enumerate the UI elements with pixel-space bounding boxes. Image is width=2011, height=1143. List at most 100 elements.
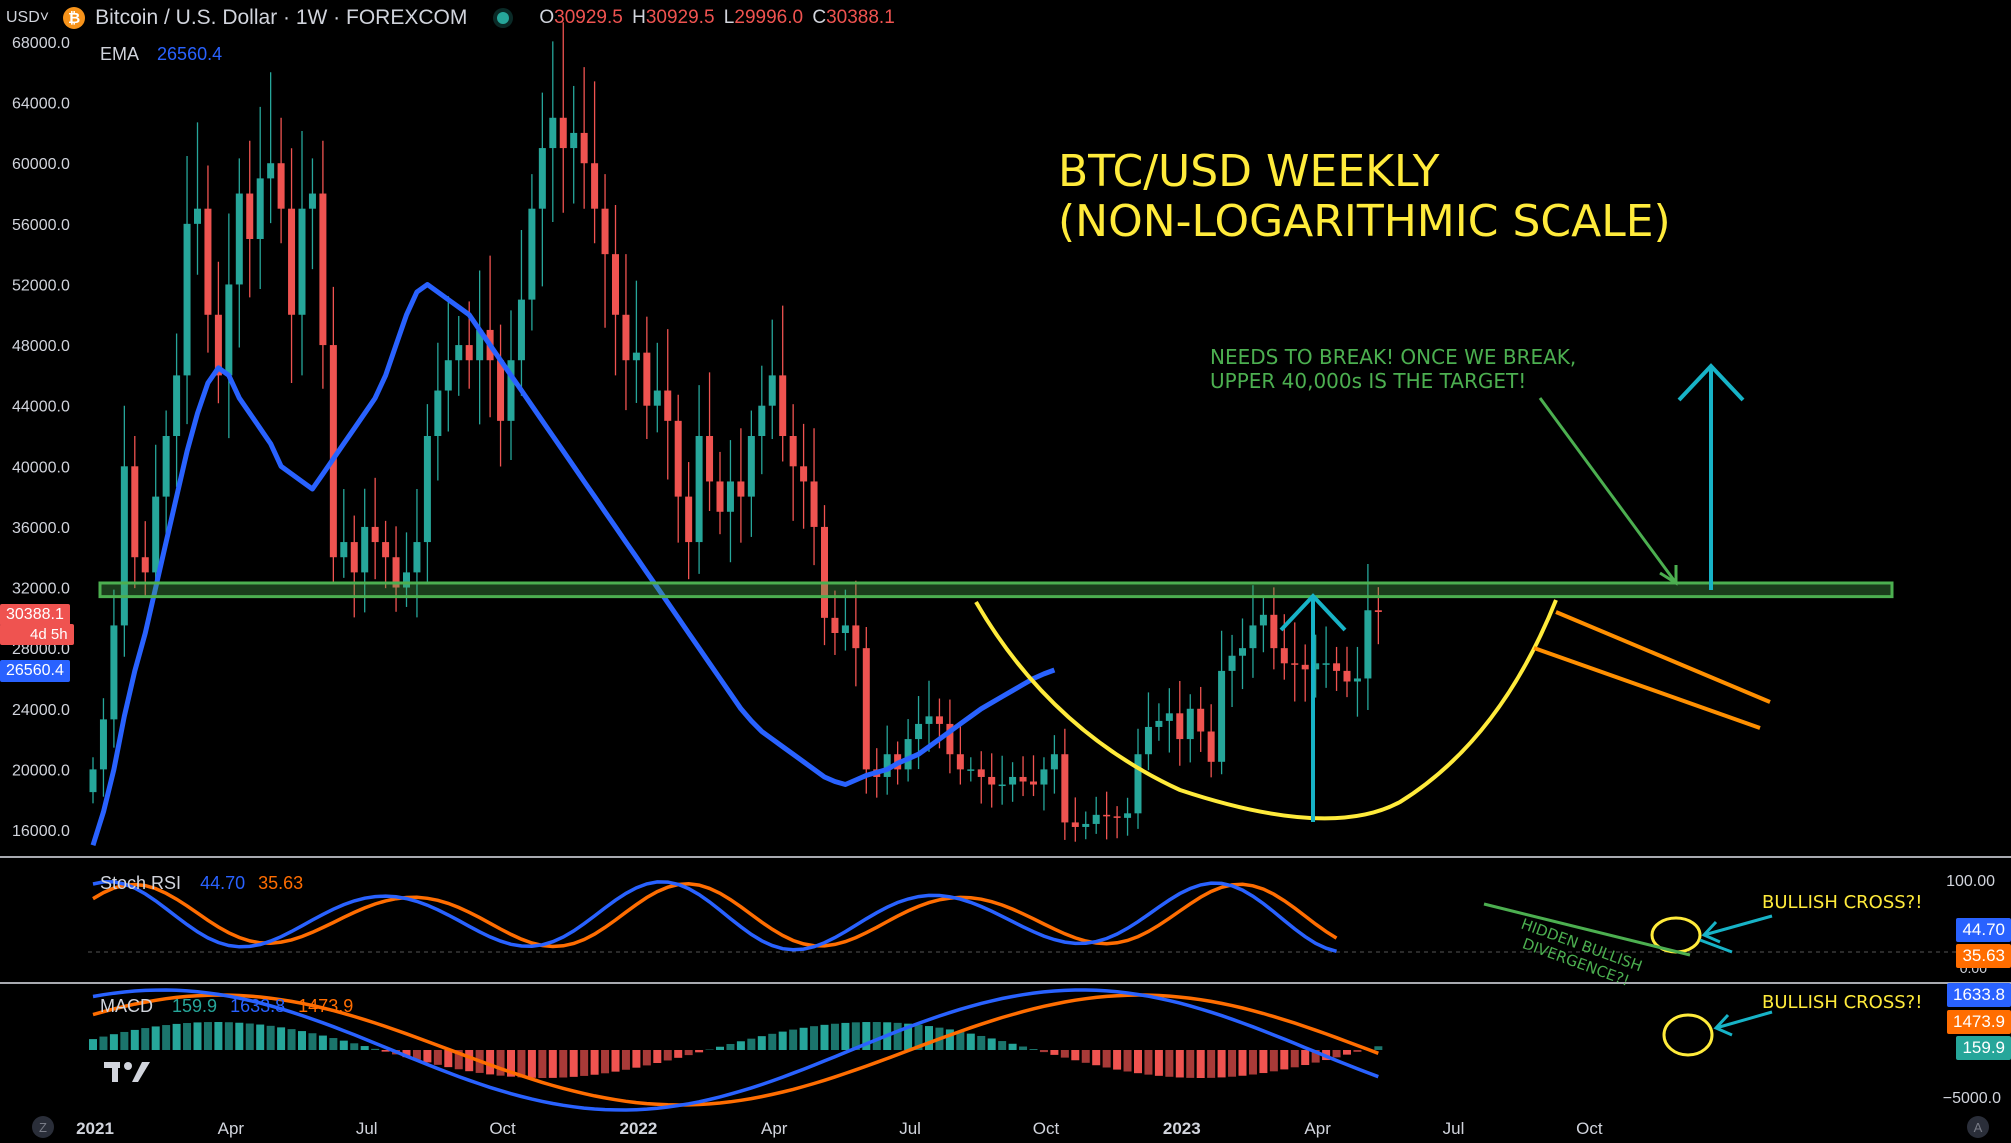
macd-histogram-bar bbox=[151, 1026, 160, 1050]
candle-body bbox=[883, 754, 891, 777]
candle-body bbox=[988, 776, 996, 785]
macd-histogram-bar bbox=[1238, 1050, 1247, 1076]
candle-body bbox=[434, 390, 442, 436]
bar-countdown: 4d 5h bbox=[0, 624, 74, 645]
macd-histogram-bar bbox=[1186, 1050, 1195, 1078]
price-tick-label: 52000.0 bbox=[12, 277, 70, 294]
candle-body bbox=[329, 345, 337, 558]
candle-body bbox=[277, 163, 285, 209]
time-axis[interactable]: 2021 Apr Jul Oct 2022 Apr Jul Oct 2023 Apr Jul Oct bbox=[76, 1119, 1603, 1138]
price-tick-label: 44000.0 bbox=[12, 399, 70, 416]
macd-histogram-bar bbox=[1301, 1050, 1310, 1066]
stoch-legend[interactable]: Stoch RSI 44.70 35.63 bbox=[100, 873, 303, 894]
macd-histogram-bar bbox=[214, 1022, 223, 1050]
macd-histogram-bar bbox=[1081, 1050, 1090, 1063]
candle-body bbox=[800, 466, 808, 482]
candle-body bbox=[674, 420, 682, 497]
macd-histogram-bar bbox=[904, 1023, 913, 1050]
price-tick-label: 56000.0 bbox=[12, 217, 70, 234]
auto-scale-icon[interactable]: A bbox=[1967, 1116, 1989, 1138]
tradingview-logo bbox=[104, 1062, 150, 1082]
ema-legend-label: EMA bbox=[100, 44, 139, 64]
candle-body bbox=[1082, 823, 1090, 827]
symbol-title[interactable]: Bitcoin / U.S. Dollar · 1W · FOREXCOM bbox=[95, 6, 468, 29]
macd-histogram-bar bbox=[810, 1026, 819, 1050]
ohlc-open-label: O bbox=[539, 7, 555, 28]
price-tick-label: 32000.0 bbox=[12, 581, 70, 598]
price-tick-label: 36000.0 bbox=[12, 520, 70, 537]
candle-body bbox=[622, 314, 630, 361]
candle-body bbox=[758, 405, 766, 436]
candle-body bbox=[141, 557, 149, 573]
candle-body bbox=[1218, 670, 1226, 762]
macd-histogram-bar bbox=[621, 1050, 630, 1070]
candle-body bbox=[403, 572, 410, 588]
macd-line-value: 1633.8 bbox=[230, 996, 286, 1016]
macd-legend[interactable]: MACD 159.9 1633.8 1473.9 bbox=[100, 996, 353, 1017]
candle-body bbox=[1165, 713, 1173, 721]
candle-body bbox=[559, 117, 567, 149]
candle-body bbox=[1353, 678, 1361, 682]
macd-cross-arrow-head bbox=[1713, 1013, 1733, 1037]
macd-histogram-bar bbox=[590, 1050, 599, 1075]
candle-body bbox=[1144, 726, 1152, 755]
macd-histogram-bar bbox=[998, 1041, 1007, 1050]
chart-title-line2: (NON-LOGARITHMIC SCALE) bbox=[1058, 196, 1671, 247]
macd-histogram-bar bbox=[1207, 1050, 1216, 1078]
candle-body bbox=[194, 208, 201, 224]
note-pointer-head bbox=[1659, 565, 1678, 586]
candle-body bbox=[831, 617, 839, 633]
macd-histogram-bar bbox=[736, 1041, 745, 1050]
macd-histogram-bar bbox=[109, 1034, 118, 1050]
candle-body bbox=[601, 208, 609, 255]
candle-body bbox=[706, 436, 714, 482]
ema-legend-value: 26560.4 bbox=[157, 44, 223, 64]
cup-curve bbox=[974, 599, 1558, 821]
macd-histogram-bar bbox=[527, 1050, 536, 1078]
candle-body bbox=[110, 625, 118, 720]
macd-histogram-bar bbox=[371, 1048, 380, 1050]
macd-histogram-bar bbox=[465, 1050, 474, 1072]
candle-body bbox=[497, 360, 505, 421]
ohlc-high-label: H bbox=[632, 7, 646, 28]
currency-selector[interactable]: USD˅ bbox=[6, 9, 49, 27]
time-tick-label: Oct bbox=[489, 1119, 516, 1138]
price-tick-label: 28000.0 bbox=[12, 641, 70, 658]
candle-body bbox=[768, 375, 776, 406]
macd-histogram-bar bbox=[768, 1033, 777, 1050]
candle-body bbox=[152, 496, 160, 573]
price-axis[interactable]: 16000.0 20000.0 24000.0 28000.0 32000.0 36000… bbox=[12, 35, 70, 840]
candle-body bbox=[288, 208, 296, 315]
macd-histogram-bar bbox=[203, 1022, 212, 1050]
bitcoin-icon: ₿ bbox=[63, 7, 86, 29]
ema-legend[interactable]: EMA 26560.4 bbox=[100, 44, 222, 65]
chart-title-line1: BTC/USD WEEKLY bbox=[1058, 146, 1440, 197]
candle-body bbox=[580, 132, 588, 164]
macd-histogram-bar bbox=[987, 1038, 996, 1050]
candle-body bbox=[538, 148, 546, 209]
macd-histogram-bar bbox=[862, 1022, 871, 1050]
macd-histogram-bar bbox=[1165, 1050, 1174, 1077]
ohlc-close-label: C bbox=[812, 7, 827, 28]
candle-body bbox=[841, 625, 849, 633]
candle-body bbox=[225, 284, 233, 376]
time-tick-label: Oct bbox=[1576, 1119, 1603, 1138]
macd-histogram-bar bbox=[130, 1029, 139, 1050]
macd-histogram-bar bbox=[1039, 1050, 1048, 1053]
macd-histogram-bar bbox=[872, 1022, 881, 1050]
price-tick-label: 24000.0 bbox=[12, 702, 70, 719]
candle-body bbox=[1092, 814, 1100, 824]
macd-histogram-bar bbox=[1050, 1050, 1059, 1055]
macd-histogram-bar bbox=[298, 1031, 306, 1050]
candle-body bbox=[256, 178, 264, 239]
macd-pane bbox=[89, 988, 1383, 1112]
candle-body bbox=[1343, 670, 1351, 682]
candle-body bbox=[1134, 754, 1142, 814]
stoch-cross-arrow2 bbox=[1699, 938, 1733, 954]
candle-body bbox=[612, 254, 619, 315]
candle-body bbox=[977, 769, 985, 777]
candle-body bbox=[1364, 610, 1372, 679]
stoch-legend-label: Stoch RSI bbox=[100, 873, 182, 893]
zoom-icon[interactable]: Z bbox=[32, 1116, 54, 1138]
